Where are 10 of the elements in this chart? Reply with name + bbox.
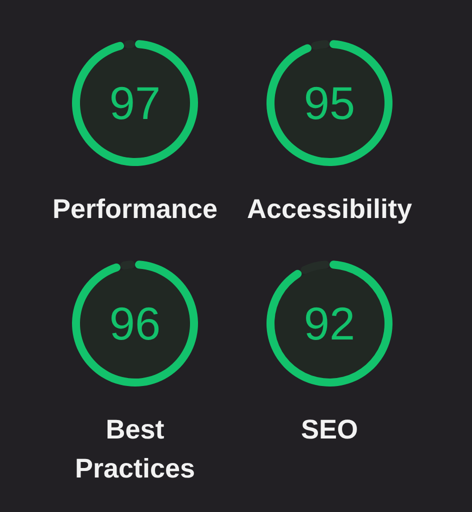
text: Accessibility: [246, 194, 412, 224]
text: SEO: [300, 414, 358, 444]
text: Best Practices: [74, 414, 196, 484]
data-label: 96: [109, 298, 161, 350]
text: Performance: [52, 194, 218, 224]
donut-slice: [266, 260, 392, 386]
donut-slice: [266, 40, 392, 166]
data-label: 97: [109, 77, 161, 129]
data-label: 92: [304, 298, 356, 350]
data-label: 95: [304, 77, 356, 129]
